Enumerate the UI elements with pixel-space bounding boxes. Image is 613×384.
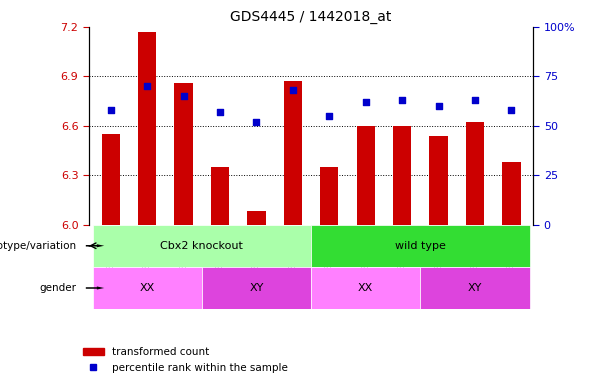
Text: GSM729423: GSM729423 (507, 225, 516, 273)
Text: Cbx2 knockout: Cbx2 knockout (161, 241, 243, 251)
Text: GSM729414: GSM729414 (179, 225, 188, 273)
Text: GSM729413: GSM729413 (143, 225, 151, 273)
Text: XX: XX (140, 283, 155, 293)
Text: GSM729419: GSM729419 (361, 225, 370, 273)
Bar (138, 32, 156, 225)
Point (106, 107, 116, 113)
Text: GSM729415: GSM729415 (216, 225, 224, 273)
Bar (211, 167, 229, 225)
Point (361, 99, 371, 105)
Point (397, 97, 407, 103)
Bar (248, 212, 265, 225)
Bar (466, 122, 484, 225)
Bar (102, 134, 120, 225)
Bar (175, 83, 192, 225)
Text: XX: XX (358, 283, 373, 293)
Point (324, 113, 334, 119)
Legend: transformed count, percentile rank within the sample: transformed count, percentile rank withi… (78, 343, 292, 377)
Point (215, 109, 225, 115)
Bar (421, 267, 530, 309)
Text: GSM729418: GSM729418 (325, 225, 334, 273)
Text: GSM729412: GSM729412 (106, 225, 115, 273)
Bar (311, 267, 421, 309)
Point (179, 93, 189, 99)
Bar (393, 126, 411, 225)
Text: wild type: wild type (395, 241, 446, 251)
Bar (93, 225, 311, 267)
Point (470, 97, 480, 103)
Point (288, 87, 298, 93)
Text: GSM729422: GSM729422 (471, 225, 479, 273)
Text: GSM729421: GSM729421 (434, 225, 443, 273)
Text: GSM729416: GSM729416 (252, 225, 261, 273)
Text: gender: gender (40, 283, 77, 293)
Bar (202, 267, 311, 309)
Bar (93, 267, 202, 309)
Text: XY: XY (468, 283, 482, 293)
Title: GDS4445 / 1442018_at: GDS4445 / 1442018_at (230, 10, 392, 25)
Text: GSM729420: GSM729420 (398, 225, 406, 273)
Point (142, 83, 152, 89)
Point (506, 107, 516, 113)
Bar (357, 126, 375, 225)
Bar (311, 225, 530, 267)
Point (251, 119, 261, 125)
Text: XY: XY (249, 283, 264, 293)
Point (433, 103, 443, 109)
Text: GSM729417: GSM729417 (288, 225, 297, 273)
Bar (430, 136, 447, 225)
Text: genotype/variation: genotype/variation (0, 241, 77, 251)
Bar (284, 81, 302, 225)
Bar (502, 162, 520, 225)
Bar (320, 167, 338, 225)
